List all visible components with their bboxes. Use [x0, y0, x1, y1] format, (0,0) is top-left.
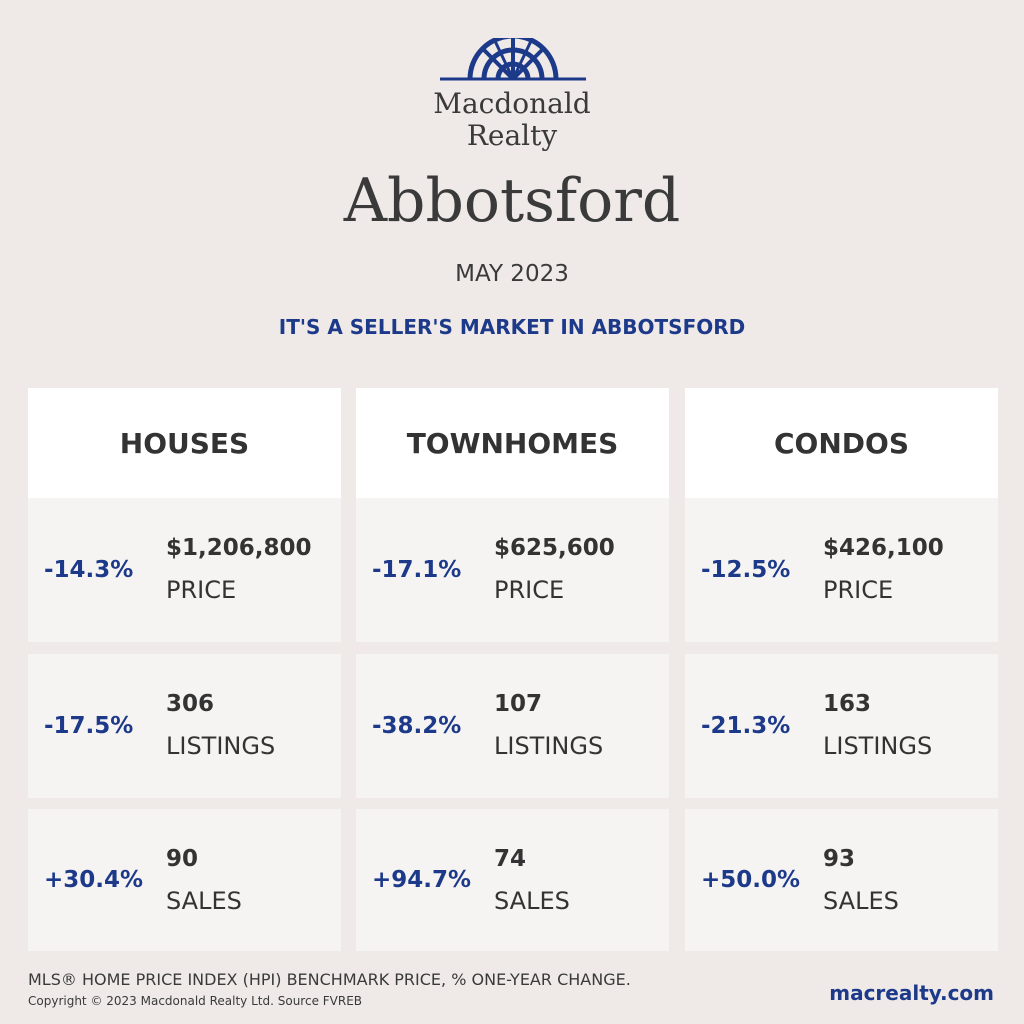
stat-label: PRICE	[494, 576, 565, 604]
category-title: HOUSES	[28, 388, 341, 498]
change-percent: -12.5%	[701, 557, 791, 583]
stat-label: LISTINGS	[166, 732, 276, 760]
report-period: MAY 2023	[455, 261, 569, 287]
stat-label: PRICE	[823, 576, 894, 604]
change-percent: -38.2%	[372, 713, 462, 739]
brand-name-line1: Macdonald	[433, 87, 591, 120]
page-title: Abbotsford	[343, 166, 681, 236]
category-title: TOWNHOMES	[356, 388, 669, 498]
stat-value: 306	[166, 691, 215, 717]
change-percent: +50.0%	[701, 867, 801, 893]
stat-value: $625,600	[494, 535, 615, 561]
stat-value: 74	[494, 846, 527, 872]
footer-copyright: Copyright © 2023 Macdonald Realty Ltd. S…	[28, 994, 363, 1008]
website-link[interactable]: macrealty.com	[829, 981, 994, 1005]
stat-value: 163	[823, 691, 872, 717]
stat-label: PRICE	[166, 576, 237, 604]
townhomes-column: TOWNHOMES -17.1% $625,600 PRICE -38.2% 1…	[356, 388, 669, 951]
stat-label: LISTINGS	[823, 732, 933, 760]
stat-cell-price: -17.1% $625,600 PRICE	[356, 498, 669, 642]
stat-value: 107	[494, 691, 543, 717]
stat-value: 90	[166, 846, 199, 872]
stat-cell-listings: -21.3% 163 LISTINGS	[685, 654, 998, 798]
change-percent: -14.3%	[44, 557, 134, 583]
stat-value: 93	[823, 846, 856, 872]
stat-cell-price: -14.3% $1,206,800 PRICE	[28, 498, 341, 642]
stat-label: SALES	[494, 887, 570, 915]
change-percent: +94.7%	[372, 867, 472, 893]
stat-cell-price: -12.5% $426,100 PRICE	[685, 498, 998, 642]
footer-note: MLS® HOME PRICE INDEX (HPI) BENCHMARK PR…	[28, 970, 631, 989]
change-percent: -17.5%	[44, 713, 134, 739]
stat-value: $426,100	[823, 535, 944, 561]
stat-label: SALES	[166, 887, 242, 915]
stat-cell-listings: -38.2% 107 LISTINGS	[356, 654, 669, 798]
change-percent: +30.4%	[44, 867, 144, 893]
brand-name-line2: Realty	[466, 119, 558, 152]
condos-column: CONDOS -12.5% $426,100 PRICE -21.3% 163 …	[685, 388, 998, 951]
stat-label: SALES	[823, 887, 899, 915]
stat-cell-sales: +30.4% 90 SALES	[28, 809, 341, 951]
category-title: CONDOS	[685, 388, 998, 498]
stat-value: $1,206,800	[166, 535, 312, 561]
stat-label: LISTINGS	[494, 732, 604, 760]
stat-cell-listings: -17.5% 306 LISTINGS	[28, 654, 341, 798]
change-percent: -21.3%	[701, 713, 791, 739]
stat-cell-sales: +94.7% 74 SALES	[356, 809, 669, 951]
market-headline: IT'S A SELLER'S MARKET IN ABBOTSFORD	[278, 315, 746, 339]
houses-column: HOUSES -14.3% $1,206,800 PRICE -17.5% 30…	[28, 388, 341, 951]
change-percent: -17.1%	[372, 557, 462, 583]
stat-cell-sales: +50.0% 93 SALES	[685, 809, 998, 951]
sunburst-logo-icon	[440, 38, 586, 81]
